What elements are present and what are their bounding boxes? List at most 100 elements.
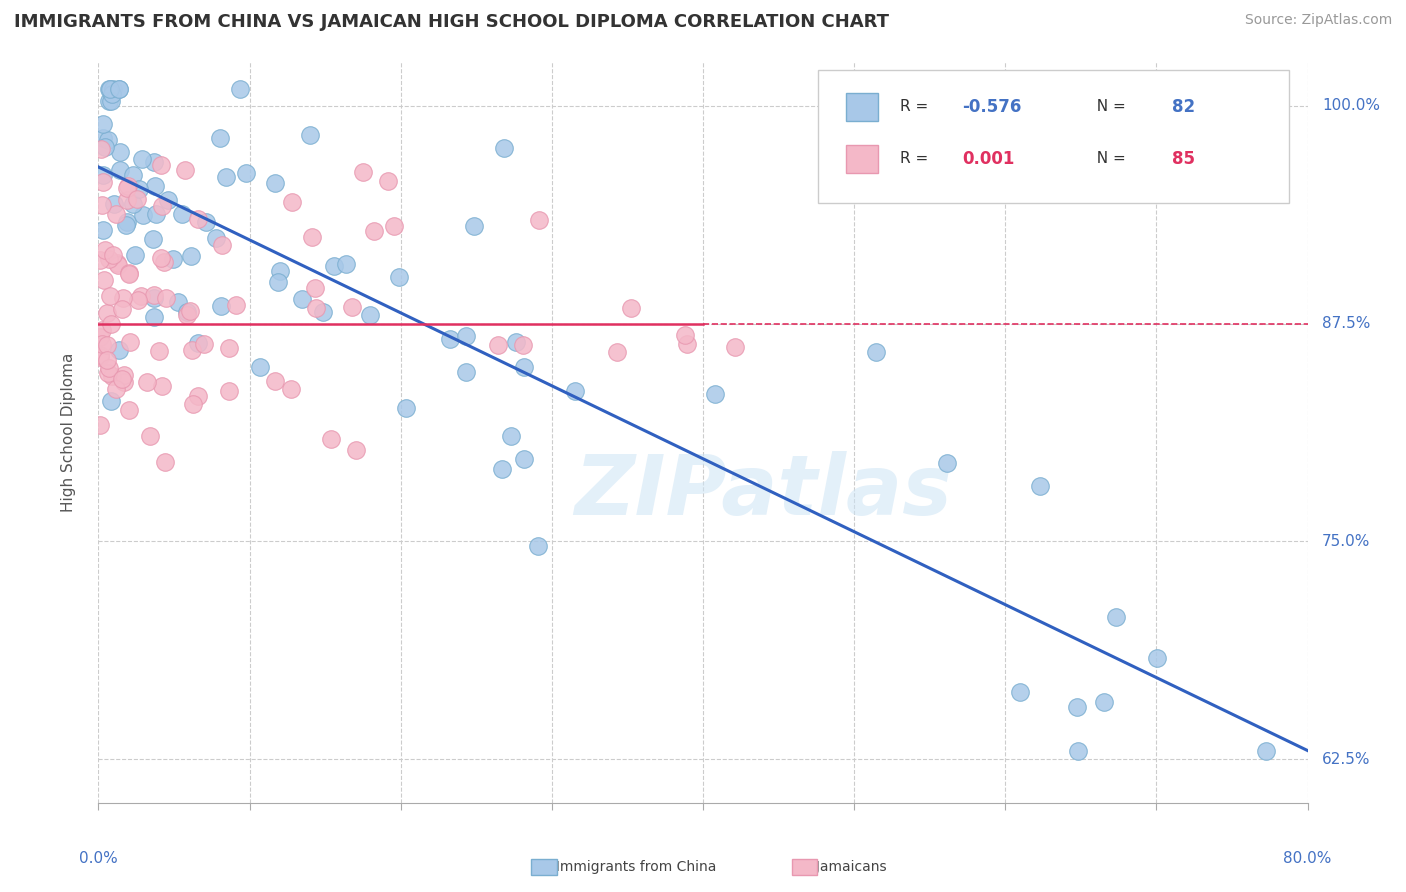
Point xyxy=(142,232,165,246)
Point xyxy=(98,81,121,95)
Point xyxy=(267,275,290,289)
Point xyxy=(299,128,322,143)
Point xyxy=(153,255,176,269)
Point xyxy=(122,197,145,211)
Point xyxy=(115,194,138,208)
Text: N =: N = xyxy=(1087,151,1130,166)
Text: 75.0%: 75.0% xyxy=(1322,534,1371,549)
Point xyxy=(304,280,326,294)
Point xyxy=(91,336,114,351)
Text: 0.001: 0.001 xyxy=(963,150,1015,168)
Text: 85: 85 xyxy=(1171,150,1195,168)
Point xyxy=(142,310,165,324)
Point xyxy=(155,291,177,305)
FancyBboxPatch shape xyxy=(818,70,1289,203)
Point xyxy=(108,81,131,95)
Point xyxy=(97,81,120,95)
Point xyxy=(150,379,173,393)
Point xyxy=(620,301,643,315)
Point xyxy=(319,432,342,446)
Point xyxy=(125,192,148,206)
Point xyxy=(143,155,166,169)
Point xyxy=(149,158,172,172)
Point xyxy=(115,215,138,229)
Point xyxy=(162,252,184,266)
Point xyxy=(204,230,226,244)
Point xyxy=(96,133,118,147)
Point xyxy=(1254,743,1277,757)
Point xyxy=(1029,479,1052,493)
Point xyxy=(505,335,527,350)
Point xyxy=(235,166,257,180)
Text: Source: ZipAtlas.com: Source: ZipAtlas.com xyxy=(1244,13,1392,28)
Point xyxy=(176,304,198,318)
Point xyxy=(153,455,176,469)
Point xyxy=(486,338,509,352)
Point xyxy=(174,162,197,177)
Point xyxy=(263,176,285,190)
Point xyxy=(323,259,346,273)
Point xyxy=(96,353,118,368)
Point xyxy=(118,335,141,350)
Point xyxy=(363,224,385,238)
Point xyxy=(499,429,522,443)
Point xyxy=(98,289,121,303)
Point xyxy=(673,327,696,342)
Point xyxy=(103,247,125,261)
Point xyxy=(96,338,118,352)
Point xyxy=(291,293,314,307)
Point xyxy=(110,163,132,178)
Point xyxy=(301,230,323,244)
Point xyxy=(281,194,304,209)
Point xyxy=(494,141,516,155)
Point xyxy=(89,350,111,364)
Point xyxy=(90,143,112,157)
Point xyxy=(91,169,114,183)
Text: R =: R = xyxy=(900,151,932,166)
Point xyxy=(264,375,287,389)
Point xyxy=(111,372,134,386)
Point xyxy=(143,178,166,193)
Point xyxy=(249,360,271,375)
Point xyxy=(91,175,114,189)
Point xyxy=(142,288,165,302)
Point xyxy=(91,198,114,212)
Y-axis label: High School Diploma: High School Diploma xyxy=(60,353,76,512)
Point xyxy=(218,341,240,355)
Point xyxy=(340,300,363,314)
Point xyxy=(157,193,180,207)
Point xyxy=(108,343,131,358)
Point xyxy=(131,153,153,167)
Point xyxy=(97,252,120,266)
Point xyxy=(139,429,162,443)
Point xyxy=(527,212,550,227)
Point xyxy=(118,266,141,280)
Point xyxy=(454,365,477,379)
Point xyxy=(128,182,150,196)
Point xyxy=(127,293,149,307)
Bar xyxy=(845,145,877,173)
Point xyxy=(1104,609,1126,624)
Point xyxy=(208,131,231,145)
Point xyxy=(112,375,135,389)
Point xyxy=(312,305,335,319)
Point xyxy=(115,180,138,194)
Point xyxy=(100,317,122,331)
Point xyxy=(195,215,218,229)
Point xyxy=(269,264,291,278)
Point xyxy=(218,384,240,399)
Point xyxy=(112,368,135,383)
Point xyxy=(101,87,124,101)
Point xyxy=(89,252,111,267)
Point xyxy=(107,258,129,272)
Point xyxy=(936,456,959,470)
Point xyxy=(388,269,411,284)
Point xyxy=(1066,700,1088,714)
Point xyxy=(97,94,120,108)
Point xyxy=(606,344,628,359)
Point xyxy=(304,301,326,315)
Point xyxy=(463,219,485,234)
Point xyxy=(179,304,201,318)
Text: 100.0%: 100.0% xyxy=(1322,98,1381,113)
Point xyxy=(1146,651,1168,665)
